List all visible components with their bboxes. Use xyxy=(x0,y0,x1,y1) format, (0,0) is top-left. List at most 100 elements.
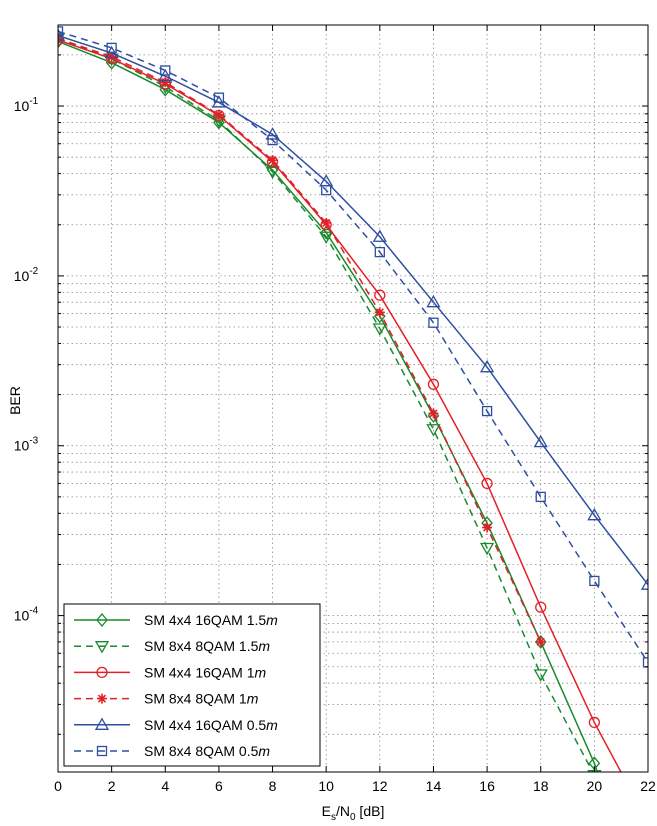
legend-label: SM 4x4 16QAM 1.5m xyxy=(144,612,278,628)
y-tick-label-exponent: -3 xyxy=(29,436,38,447)
data-point xyxy=(266,163,279,178)
data-point xyxy=(374,246,385,258)
legend-label-text: SM 8x4 8QAM 1 xyxy=(144,691,247,707)
data-point xyxy=(642,657,648,668)
legend-label-text: SM 8x4 8QAM 0.5 xyxy=(144,743,259,759)
x-tick-label: 14 xyxy=(426,778,442,794)
data-point xyxy=(640,577,648,590)
legend-marker xyxy=(94,641,110,654)
data-point xyxy=(533,669,548,682)
data-point xyxy=(213,109,224,120)
data-point xyxy=(267,134,278,146)
x-tick-label: 8 xyxy=(269,778,277,794)
x-tick-label: 18 xyxy=(533,778,549,794)
series-5 xyxy=(58,26,648,668)
x-tick-label: 12 xyxy=(372,778,388,794)
legend-label: SM 8x4 8QAM 0.5m xyxy=(144,743,270,759)
legend-label-text: SM 4x4 16QAM 0.5 xyxy=(144,717,266,733)
y-tick-label-base: 10 xyxy=(14,98,30,114)
legend-label-unit: m xyxy=(258,638,270,654)
data-point xyxy=(479,359,495,373)
legend-entry: SM 4x4 16QAM 1.5m xyxy=(74,612,278,628)
plot-frame xyxy=(57,24,649,773)
data-point xyxy=(479,542,495,556)
data-point xyxy=(427,378,440,390)
legend-marker xyxy=(96,745,108,757)
y-tick-label: 10-3 xyxy=(14,436,39,454)
data-point xyxy=(160,77,171,88)
legend-marker xyxy=(94,717,110,730)
data-point xyxy=(321,184,332,196)
legend-label: SM 4x4 16QAM 1m xyxy=(144,664,267,680)
data-point xyxy=(58,28,66,41)
x-axis-label-sub1: s xyxy=(331,812,336,823)
legend-label-unit: m xyxy=(266,717,278,733)
y-tick-label-base: 10 xyxy=(14,268,30,284)
legend-label-text: SM 4x4 16QAM 1.5 xyxy=(144,612,266,628)
legend-marker xyxy=(97,693,107,704)
data-point xyxy=(374,289,386,301)
legend-label-text: SM 8x4 8QAM 1.5 xyxy=(144,638,259,654)
x-tick-label: 6 xyxy=(215,778,223,794)
series-4 xyxy=(58,28,648,590)
x-tick-label: 22 xyxy=(640,778,656,794)
data-point xyxy=(106,42,117,54)
data-point xyxy=(428,317,439,328)
legend-label-unit: m xyxy=(266,612,278,628)
data-point xyxy=(535,601,547,613)
legend-entry: SM 4x4 16QAM 0.5m xyxy=(74,717,278,733)
legend-marker xyxy=(96,612,108,628)
data-point xyxy=(374,307,385,318)
data-point xyxy=(428,408,439,419)
y-tick-label-exponent: -4 xyxy=(29,606,38,617)
y-tick-label: 10-4 xyxy=(14,606,39,624)
legend-label-text: SM 4x4 16QAM 1 xyxy=(144,664,255,680)
x-tick-label: 2 xyxy=(108,778,116,794)
series-line xyxy=(58,37,594,772)
x-tick-label: 16 xyxy=(479,778,495,794)
series-3 xyxy=(58,33,546,647)
data-point xyxy=(373,309,386,324)
legend-label-unit: m xyxy=(258,743,270,759)
legend-label: SM 8x4 8QAM 1.5m xyxy=(144,638,270,654)
data-point xyxy=(588,716,601,729)
data-point xyxy=(481,405,493,417)
y-axis-label: BER xyxy=(7,386,23,415)
data-point xyxy=(321,217,332,228)
grid xyxy=(57,24,649,772)
series-line xyxy=(58,37,542,643)
data-point xyxy=(319,231,334,245)
legend-label-unit: m xyxy=(247,691,259,707)
data-point xyxy=(160,65,171,76)
data-point xyxy=(265,127,280,140)
series-line xyxy=(58,34,648,586)
x-tick-label: 10 xyxy=(318,778,334,794)
data-point xyxy=(482,522,493,533)
data-point xyxy=(481,477,493,490)
data-point xyxy=(535,636,546,647)
legend-marker xyxy=(96,666,108,679)
y-tick-label: 10-2 xyxy=(14,266,39,284)
series-layer xyxy=(58,26,648,772)
y-tick-label-base: 10 xyxy=(14,608,30,624)
y-tick-label-exponent: -2 xyxy=(29,266,38,277)
series-line xyxy=(58,40,599,772)
data-point xyxy=(106,51,117,62)
data-point xyxy=(587,507,602,521)
data-point xyxy=(534,634,547,649)
data-point xyxy=(267,155,278,166)
x-axis-label-base: E xyxy=(322,803,331,819)
y-tick-label: 10-1 xyxy=(14,96,39,114)
x-tick-label: 0 xyxy=(54,778,62,794)
y-tick-label-exponent: -1 xyxy=(29,96,38,107)
axis-ticks xyxy=(57,24,649,772)
data-point xyxy=(320,225,333,240)
x-axis-label-tail: [dB] xyxy=(356,803,385,819)
legend-label-unit: m xyxy=(255,664,267,680)
data-point xyxy=(372,229,387,242)
legend-box xyxy=(63,603,321,767)
x-axis-label-mid: /N xyxy=(336,803,350,819)
